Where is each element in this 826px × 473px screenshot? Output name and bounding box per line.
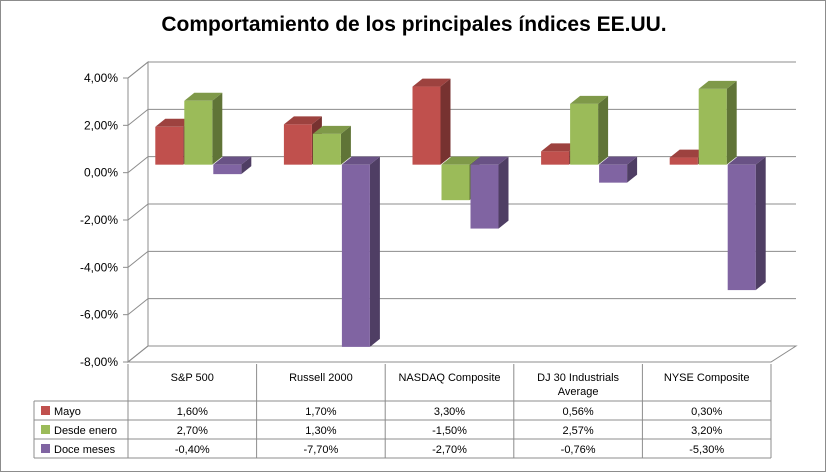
category-label: NYSE Composite [664,372,750,384]
data-label: 1,70% [305,406,336,418]
legend-label: Mayo [54,406,81,418]
bar-desde-enero [698,88,727,165]
gridline-side [127,250,149,268]
bar-side [212,92,223,165]
bar-doce-meses [727,164,756,291]
bar-top [541,143,580,152]
category-label: Average [558,386,599,398]
data-label: 3,20% [691,425,722,437]
category-label: DJ 30 Industrials [537,372,619,384]
bar-desde-enero [570,103,599,165]
bar-side [627,156,638,183]
data-label: 3,30% [434,406,465,418]
bar-top [155,118,194,127]
bar-mayo [283,124,312,165]
bar-doce-meses [470,164,499,229]
y-tick-label: 4,00% [84,71,118,85]
bar-side [755,156,766,291]
data-label: 2,57% [562,425,593,437]
data-label: 0,30% [691,406,722,418]
gridline-side [127,108,149,126]
bar-top [213,156,252,165]
y-tick-label: -8,00% [80,355,118,369]
data-label: 0,56% [562,406,593,418]
bar-top [283,116,322,125]
bar-desde-enero [312,133,341,165]
legend-swatch [41,425,50,434]
bar-desde-enero [441,164,470,201]
gridline-side [127,345,149,363]
category-label: S&P 500 [171,372,214,384]
legend-swatch [41,444,50,453]
chart-floor [126,345,798,363]
bar-mayo [412,86,441,165]
bar-side [598,95,609,165]
bar-top [727,156,766,165]
gridline-side [127,156,149,174]
chart-title: Comportamiento de los principales índice… [161,13,667,36]
y-tick-label: -4,00% [80,260,118,274]
bar-doce-meses [341,164,370,347]
bar-doce-meses [213,164,242,175]
bar-top [570,95,609,104]
category-label: NASDAQ Composite [398,372,500,384]
legend-swatch [41,406,50,415]
data-label: -2,70% [432,444,467,456]
bar-top [470,156,509,165]
bar-side [241,156,252,175]
data-label: -1,50% [432,425,467,437]
bar-mayo [155,126,184,165]
data-label: 1,60% [177,406,208,418]
gridline-side [127,298,149,316]
gridline-side [127,61,149,79]
bar-top [341,156,380,165]
y-tick-label: -2,00% [80,213,118,227]
bar-top [698,80,737,89]
data-label: 2,70% [177,425,208,437]
category-label: Russell 2000 [289,372,353,384]
bar-side [369,156,380,347]
bar-top [184,92,223,101]
legend-label: Desde enero [54,425,117,437]
bar-doce-meses [599,164,628,183]
bar-side [440,78,451,165]
bar-top [441,156,480,165]
data-label: -5,30% [689,444,724,456]
data-label: 1,30% [305,425,336,437]
legend-label: Doce meses [54,444,116,456]
y-tick-label: 2,00% [84,118,118,132]
bar-top [312,125,351,134]
bar-top [669,149,708,158]
bar-side [498,156,509,229]
data-label: -0,40% [175,444,210,456]
bar-top [599,156,638,165]
bar-side [340,125,351,165]
bar-side [726,80,737,165]
bar-top [412,78,451,87]
gridline-side [127,203,149,221]
data-label: -7,70% [303,444,338,456]
bar-mayo [541,151,570,165]
data-label: -0,76% [561,444,596,456]
y-tick-label: 0,00% [84,166,118,180]
bar-desde-enero [184,100,213,165]
bar-mayo [669,157,698,165]
y-tick-label: -6,00% [80,308,118,322]
